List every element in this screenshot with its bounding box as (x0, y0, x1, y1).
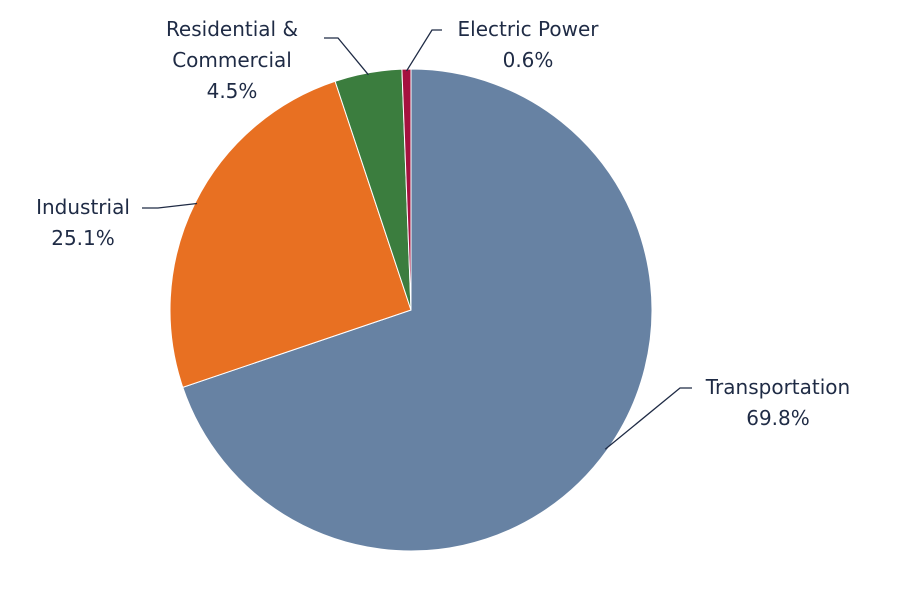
category-label: Industrial (36, 195, 130, 219)
value-label: 25.1% (51, 226, 115, 250)
data-label: Industrial 25.1% (13, 192, 153, 254)
value-label: 4.5% (206, 79, 258, 103)
category-label: Residential & Commercial (165, 17, 299, 72)
category-label: Transportation (705, 375, 851, 399)
value-label: 69.8% (746, 406, 810, 430)
leader-line (405, 29, 442, 72)
leader-line (324, 37, 369, 76)
pie-slice (401, 68, 412, 311)
data-label: Residential & Commercial 4.5% (147, 14, 317, 107)
category-label: Electric Power (457, 17, 599, 41)
pie-slice (169, 80, 412, 388)
pie-slice (182, 68, 653, 552)
data-label: Electric Power 0.6% (428, 14, 628, 76)
leader-line (142, 202, 198, 209)
leader-line (604, 387, 692, 450)
value-label: 0.6% (502, 48, 554, 72)
data-label: Transportation 69.8% (678, 372, 878, 434)
